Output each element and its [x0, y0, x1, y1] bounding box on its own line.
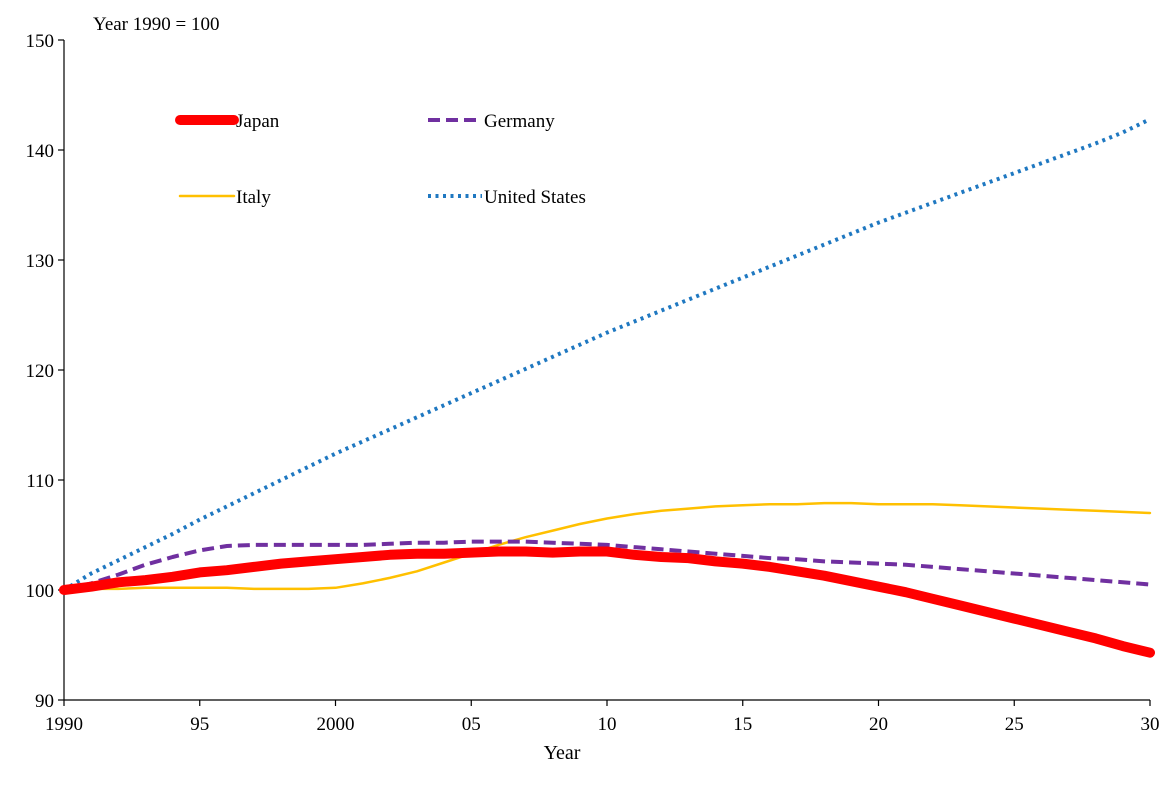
series-layer [59, 117, 1155, 658]
legend-label-united-states: United States [484, 187, 586, 208]
series-line-japan [59, 546, 1155, 658]
y-tick-label: 130 [26, 251, 55, 272]
x-axis-title: Year [544, 742, 581, 764]
legend-label-italy: Italy [236, 187, 271, 208]
x-tick-label: 30 [1141, 714, 1160, 735]
series-line-united-states [62, 117, 1151, 592]
x-tick-label: 15 [733, 714, 752, 735]
x-tick-label: 10 [598, 714, 617, 735]
series-line-germany [63, 539, 1151, 592]
y-tick-label: 120 [26, 361, 55, 382]
y-tick-label: 90 [35, 691, 54, 712]
y-tick-label: 110 [26, 471, 54, 492]
unit-note: Year 1990 = 100 [93, 14, 219, 35]
y-tick-label: 150 [26, 31, 55, 52]
x-tick-label: 20 [869, 714, 888, 735]
x-tick-label: 1990 [45, 714, 83, 735]
x-tick-label: 05 [462, 714, 481, 735]
legend: Japan Germany Italy United States [175, 111, 586, 208]
y-tick-label: 140 [26, 141, 55, 162]
series-line-italy [62, 501, 1152, 594]
x-tick-label: 95 [190, 714, 209, 735]
plot-area: 90 100 110 120 130 140 150 1990 95 2000 05 10 15 20 25… [26, 31, 1160, 735]
x-tick-label: 25 [1005, 714, 1024, 735]
x-tick-label: 2000 [317, 714, 355, 735]
legend-label-germany: Germany [484, 111, 555, 132]
y-tick-label: 100 [26, 581, 55, 602]
legend-label-japan: Japan [236, 111, 280, 132]
